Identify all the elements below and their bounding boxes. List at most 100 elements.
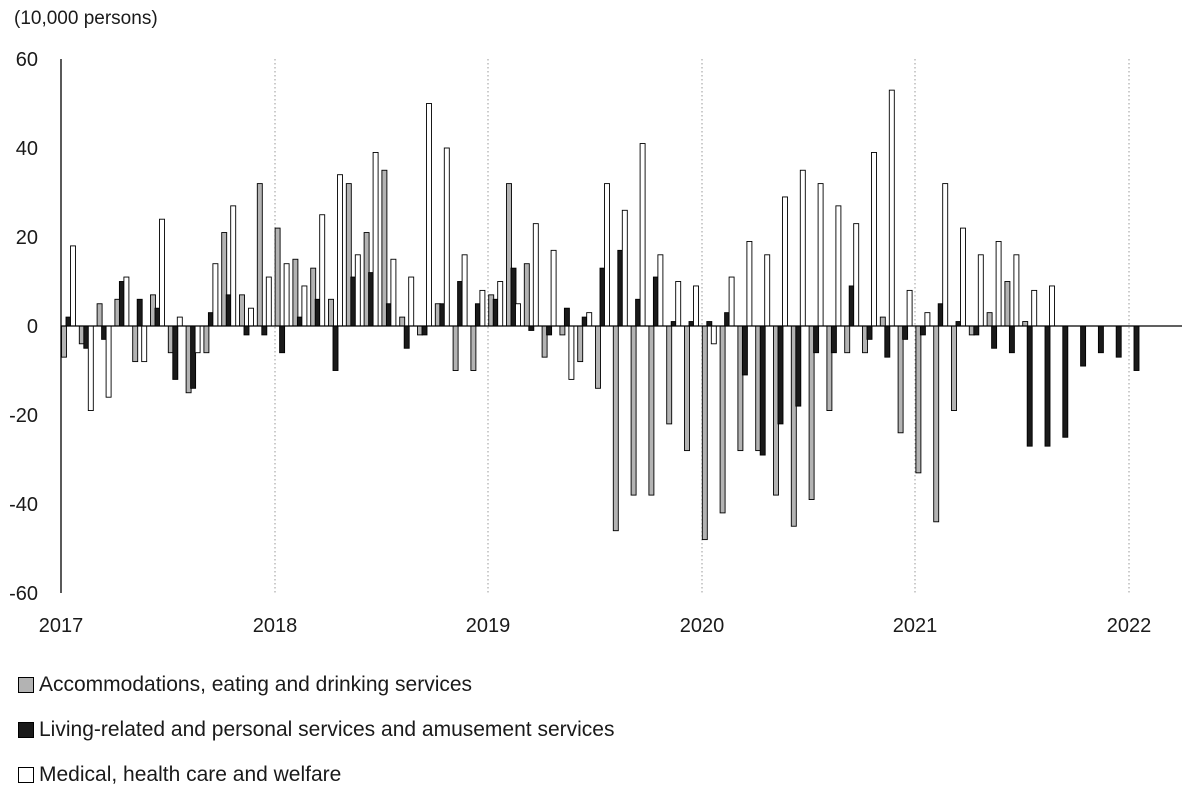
- bar-accommodations: [470, 325, 477, 371]
- bar-medical: [319, 214, 326, 327]
- bar-living-related: [403, 325, 410, 349]
- bar-living-related: [866, 325, 873, 340]
- bar-medical: [657, 254, 664, 327]
- bar-accommodations: [399, 316, 406, 327]
- bar-medical: [194, 325, 201, 354]
- bar-living-related: [902, 325, 909, 340]
- bar-medical: [123, 276, 130, 327]
- bar-medical: [461, 254, 468, 327]
- bar-living-related: [706, 321, 713, 327]
- bar-medical: [408, 276, 415, 327]
- x-tick-label: 2019: [466, 615, 511, 637]
- bar-medical: [105, 325, 112, 398]
- bar-medical: [568, 325, 575, 380]
- bar-medical: [693, 285, 699, 327]
- bar-medical: [265, 276, 272, 327]
- bar-medical: [639, 143, 646, 327]
- bar-living-related: [1097, 325, 1104, 354]
- bar-accommodations: [986, 312, 993, 327]
- bar-medical: [159, 218, 165, 327]
- y-tick-label: -40: [9, 494, 38, 516]
- bar-medical: [426, 103, 432, 327]
- bar-medical: [390, 258, 397, 327]
- legend-label-medical: Medical, health care and welfare: [39, 763, 342, 786]
- bar-living-related: [759, 325, 766, 456]
- bar-accommodations: [879, 316, 886, 327]
- bar-accommodations: [648, 325, 655, 496]
- y-tick-label: 0: [27, 316, 38, 338]
- bar-living-related: [261, 325, 268, 336]
- legend-swatch-living-related: [18, 722, 34, 738]
- bar-medical: [283, 263, 290, 327]
- bar-accommodations: [96, 303, 103, 327]
- bar-accommodations: [203, 325, 210, 354]
- bar-medical: [924, 312, 931, 327]
- bar-accommodations: [1022, 321, 1029, 327]
- legend-item-living-related: Living-related and personal services and…: [18, 718, 614, 742]
- bar-accommodations: [132, 325, 139, 363]
- bar-medical: [87, 325, 94, 412]
- bar-accommodations: [577, 325, 584, 363]
- bar-medical: [301, 285, 308, 327]
- bar-medical: [1013, 254, 1020, 327]
- legend-label-accommodations: Accommodations, eating and drinking serv…: [39, 673, 473, 696]
- bar-living-related: [421, 325, 428, 336]
- bar-accommodations: [719, 325, 726, 514]
- x-tick-label: 2021: [893, 615, 938, 637]
- bar-accommodations: [61, 325, 67, 358]
- bar-living-related: [1115, 325, 1122, 358]
- bar-medical: [853, 223, 860, 327]
- bar-living-related: [991, 325, 998, 349]
- bar-medical: [782, 196, 788, 327]
- bar-chart: 60 40 20 0 -20 -40 -60 2017 2018 2019 2020 2021 202…: [9, 49, 1182, 637]
- bar-medical: [586, 312, 593, 327]
- bar-medical: [354, 254, 361, 327]
- bar-medical: [141, 325, 148, 363]
- y-tick-labels: 60 40 20 0 -20 -40 -60: [9, 49, 38, 605]
- bar-accommodations: [630, 325, 637, 496]
- x-tick-labels: 2017 2018 2019 2020 2021 2022: [39, 615, 1152, 637]
- bar-medical: [515, 303, 521, 327]
- bar-medical: [1031, 289, 1038, 327]
- y-tick-label: -60: [9, 583, 38, 605]
- bar-medical: [604, 183, 610, 327]
- bar-medical: [497, 281, 504, 327]
- bar-medical: [372, 151, 379, 327]
- bar-accommodations: [612, 325, 619, 532]
- x-tick-label: 2020: [680, 615, 725, 637]
- bar-accommodations: [1004, 281, 1011, 327]
- bar-medical: [728, 276, 735, 327]
- bar-living-related: [884, 325, 891, 358]
- bar-medical: [479, 289, 486, 327]
- bar-medical: [550, 249, 557, 327]
- bar-medical: [888, 89, 895, 327]
- bar-medical: [212, 263, 219, 327]
- bar-living-related: [741, 325, 748, 376]
- y-tick-label: 20: [16, 227, 38, 249]
- bar-accommodations: [274, 227, 281, 327]
- bar-medical: [764, 254, 771, 327]
- legend-label-living-related: Living-related and personal services and…: [39, 718, 615, 741]
- bar-medical: [710, 325, 717, 345]
- bar-living-related: [172, 325, 179, 380]
- bar-medical: [70, 245, 76, 327]
- bar-accommodations: [292, 258, 299, 327]
- legend-swatch-medical: [18, 767, 34, 783]
- bar-medical: [675, 281, 682, 327]
- bar-accommodations: [559, 325, 566, 336]
- bar-medical: [960, 227, 966, 327]
- bar-medical: [817, 183, 824, 327]
- bar-medical: [532, 223, 539, 327]
- bar-living-related: [1062, 325, 1069, 438]
- bar-living-related: [795, 325, 802, 407]
- bar-medical: [835, 205, 842, 327]
- bar-medical: [248, 307, 254, 327]
- x-tick-label: 2017: [39, 615, 84, 637]
- legend-swatch-accommodations: [18, 677, 34, 693]
- bar-accommodations: [239, 294, 245, 327]
- bar-accommodations: [915, 325, 922, 474]
- axes: [60, 59, 1182, 593]
- y-axis-unit-label: (10,000 persons): [14, 8, 158, 29]
- bar-accommodations: [933, 325, 940, 523]
- bar-medical: [621, 209, 628, 327]
